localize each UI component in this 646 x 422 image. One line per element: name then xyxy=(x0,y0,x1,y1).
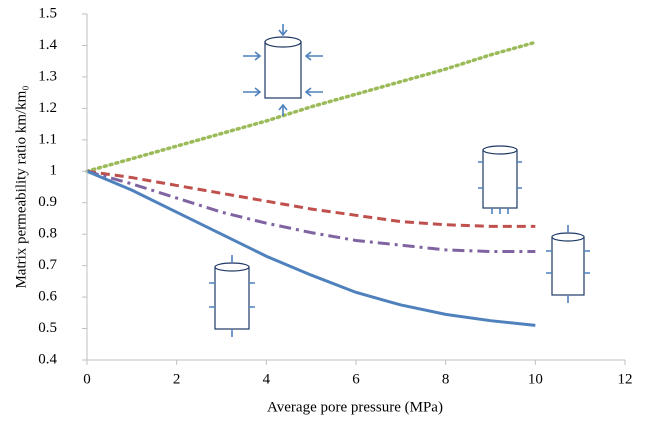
x-tick-label: 12 xyxy=(618,371,633,387)
y-tick-label: 0.5 xyxy=(38,320,57,336)
icon-constrained xyxy=(478,145,522,214)
y-tick-label: 0.9 xyxy=(38,194,57,210)
icon-constrained xyxy=(209,255,255,337)
series-line xyxy=(85,40,538,174)
y-tick-label: 1.4 xyxy=(38,37,57,53)
x-axis-label: Average pore pressure (MPa) xyxy=(267,399,443,415)
y-tick-label: 0.6 xyxy=(38,289,57,305)
x-tick-label: 6 xyxy=(352,371,360,387)
icon-compression xyxy=(243,24,323,116)
y-tick-label: 1.5 xyxy=(38,5,57,21)
series-line xyxy=(86,169,536,327)
x-tick-label: 0 xyxy=(83,371,91,387)
series-line xyxy=(86,169,536,228)
series-line xyxy=(86,169,536,253)
icon-constrained xyxy=(546,225,590,303)
icons xyxy=(209,24,590,337)
y-tick-label: 1.1 xyxy=(38,131,57,147)
x-tick-label: 4 xyxy=(263,371,271,387)
y-tick-label: 1.3 xyxy=(38,68,57,84)
x-tick-label: 2 xyxy=(173,371,181,387)
y-tick-label: 0.4 xyxy=(38,351,57,367)
y-tick-label: 0.7 xyxy=(38,257,57,273)
x-tick-label: 8 xyxy=(442,371,450,387)
y-tick-label: 1.2 xyxy=(38,100,57,116)
y-axis-label: Matrix permeability ratio km/km₀ xyxy=(13,85,29,288)
y-tick-label: 0.8 xyxy=(38,226,57,242)
y-tick-label: 1 xyxy=(50,163,58,179)
x-tick-label: 10 xyxy=(528,371,543,387)
